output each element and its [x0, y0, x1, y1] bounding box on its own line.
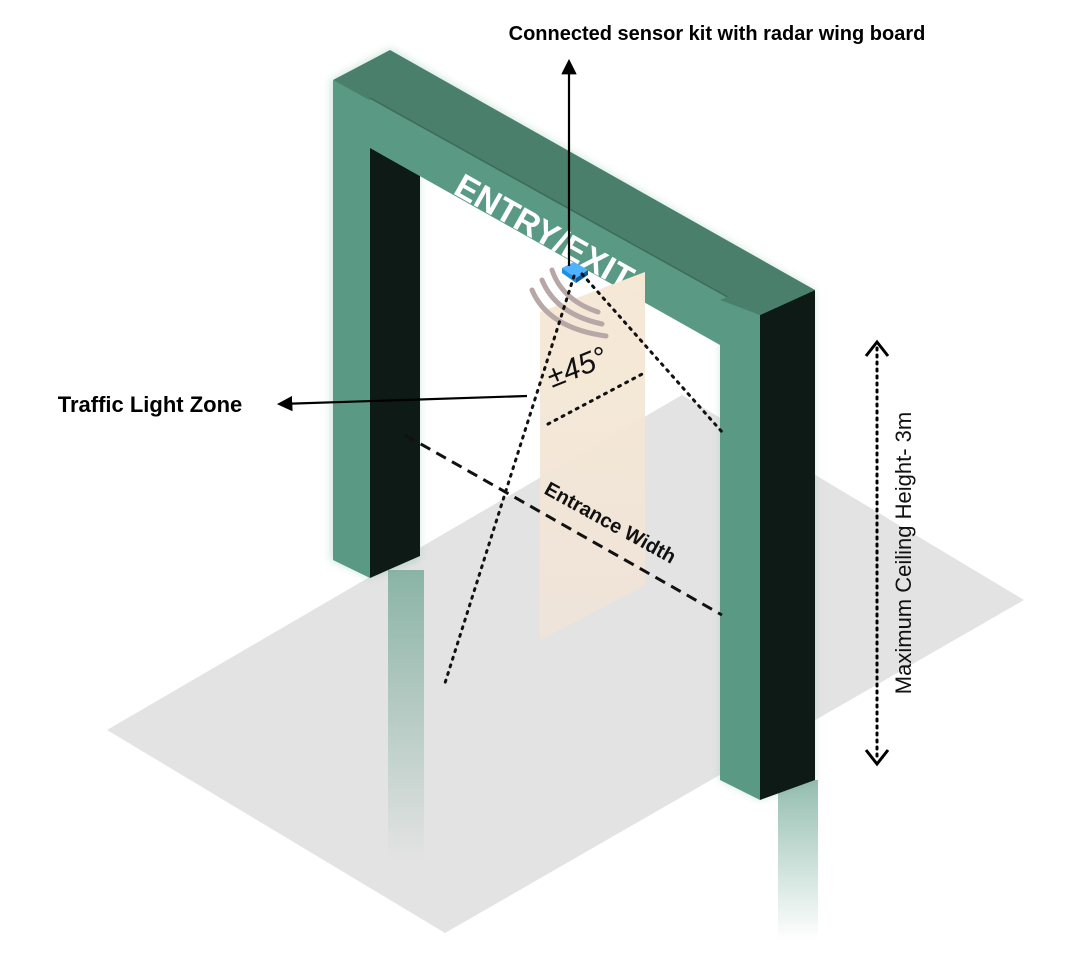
left-pillar-reflection	[388, 570, 424, 860]
zone-callout-arrow	[276, 394, 528, 412]
zone-callout-label: Traffic Light Zone	[58, 392, 243, 417]
left-pillar	[333, 80, 420, 578]
field-of-view-lines	[443, 272, 724, 685]
right-pillar-reflection	[778, 780, 818, 940]
entrance-width-line	[404, 433, 723, 617]
sensor-callout-label: Connected sensor kit with radar wing boa…	[509, 23, 926, 45]
ceiling-arrow-bottom-head	[864, 749, 890, 767]
top-beam	[333, 50, 815, 345]
right-pillar	[720, 275, 815, 800]
ceiling-height-label: Maximum Ceiling Height- 3m	[891, 412, 916, 694]
ceiling-arrow-top-head	[864, 339, 890, 357]
traffic-light-zone	[540, 272, 645, 640]
